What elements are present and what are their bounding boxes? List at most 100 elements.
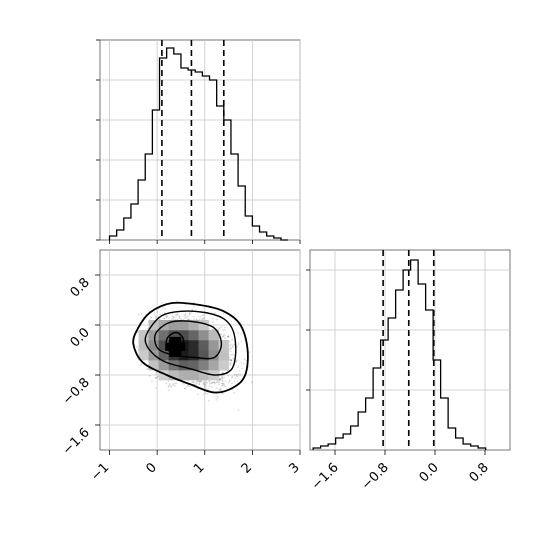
scatter-point bbox=[199, 380, 202, 383]
scatter-point bbox=[224, 326, 226, 329]
scatter-point bbox=[221, 377, 224, 380]
scatter-point bbox=[165, 382, 168, 385]
density-cell bbox=[198, 330, 209, 341]
scatter-point bbox=[148, 374, 151, 377]
scatter-point bbox=[214, 382, 217, 385]
scatter-point bbox=[193, 315, 195, 318]
scatter-point bbox=[224, 335, 227, 337]
scatter-point bbox=[189, 312, 192, 315]
right-x-tick-label: −1.6 bbox=[309, 460, 342, 493]
scatter-point bbox=[150, 317, 153, 319]
scatter-point bbox=[204, 384, 207, 386]
scatter-point bbox=[211, 381, 214, 384]
scatter-point bbox=[240, 361, 243, 364]
scatter-point bbox=[195, 318, 198, 320]
right-axes-frame bbox=[309, 249, 511, 451]
scatter-point bbox=[197, 380, 200, 383]
scatter-point bbox=[235, 373, 238, 376]
scatter-point bbox=[168, 383, 171, 385]
scatter-point bbox=[224, 380, 227, 382]
scatter-point bbox=[218, 380, 221, 383]
scatter-point bbox=[218, 378, 221, 381]
scatter-point bbox=[202, 317, 205, 320]
density-cell bbox=[178, 360, 189, 371]
scatter-point bbox=[198, 318, 201, 321]
scatter-point bbox=[167, 386, 170, 388]
scatter-point bbox=[230, 359, 232, 362]
scatter-point bbox=[201, 314, 204, 317]
density-cell bbox=[218, 360, 229, 371]
scatter-point bbox=[154, 317, 157, 320]
scatter-point bbox=[220, 333, 223, 335]
scatter-point bbox=[221, 392, 224, 395]
scatter-point bbox=[216, 381, 219, 384]
scatter-point bbox=[250, 381, 253, 384]
density-cell bbox=[198, 370, 209, 381]
right-x-tick-label: 0.0 bbox=[417, 460, 442, 485]
scatter-point bbox=[163, 317, 166, 319]
scatter-point bbox=[243, 362, 245, 365]
scatter-point bbox=[206, 392, 209, 395]
scatter-point bbox=[223, 328, 226, 331]
scatter-point bbox=[161, 306, 164, 309]
scatter-point bbox=[215, 398, 218, 401]
scatter-point bbox=[173, 316, 175, 318]
scatter-point bbox=[183, 387, 186, 390]
scatter-point bbox=[236, 375, 239, 378]
scatter-point bbox=[174, 318, 177, 321]
scatter-point bbox=[216, 327, 219, 329]
scatter-point bbox=[172, 317, 175, 320]
scatter-point bbox=[227, 335, 230, 338]
scatter-point bbox=[231, 353, 234, 356]
density-cell bbox=[208, 340, 219, 351]
scatter-point bbox=[170, 318, 173, 321]
scatter-point bbox=[237, 373, 240, 375]
density-cell bbox=[158, 350, 169, 361]
scatter-point bbox=[156, 375, 159, 378]
scatter-point bbox=[174, 382, 177, 384]
density-cell bbox=[148, 340, 159, 351]
scatter-point bbox=[224, 385, 227, 388]
scatter-point bbox=[226, 335, 229, 338]
scatter-point bbox=[231, 346, 234, 349]
scatter-point bbox=[158, 318, 161, 321]
density-cell bbox=[138, 350, 149, 361]
scatter-point bbox=[164, 308, 167, 310]
scatter-point bbox=[203, 383, 206, 386]
scatter-point bbox=[168, 384, 171, 386]
scatter-point bbox=[237, 343, 240, 345]
scatter-point bbox=[139, 364, 142, 366]
density-contour bbox=[144, 310, 237, 376]
scatter-point bbox=[228, 363, 231, 365]
scatter-point bbox=[151, 380, 154, 382]
top-axes-frame bbox=[99, 39, 301, 241]
scatter-point bbox=[211, 385, 214, 388]
scatter-point bbox=[145, 368, 148, 370]
scatter-point bbox=[221, 384, 224, 387]
scatter-point bbox=[200, 318, 203, 320]
scatter-point bbox=[150, 316, 153, 318]
scatter-point bbox=[163, 317, 166, 320]
scatter-point bbox=[176, 313, 179, 315]
right-x-tick-label: −0.8 bbox=[359, 460, 392, 493]
scatter-point bbox=[193, 318, 195, 320]
density-cell bbox=[138, 340, 149, 351]
scatter-point bbox=[182, 382, 184, 385]
scatter-point bbox=[172, 316, 175, 319]
scatter-point bbox=[232, 357, 235, 360]
scatter-point bbox=[240, 340, 243, 343]
scatter-point bbox=[234, 361, 237, 364]
scatter-point bbox=[208, 328, 211, 330]
density-cell bbox=[148, 330, 159, 341]
scatter-point bbox=[229, 350, 232, 353]
scatter-point bbox=[185, 316, 188, 319]
scatter-point bbox=[207, 388, 210, 390]
scatter-point bbox=[248, 351, 251, 353]
scatter-point bbox=[207, 399, 210, 402]
scatter-point bbox=[210, 382, 213, 385]
scatter-point bbox=[167, 380, 170, 383]
scatter-point bbox=[213, 381, 216, 384]
joint-y-tick-label: −1.6 bbox=[60, 425, 93, 458]
scatter-point bbox=[230, 358, 233, 361]
